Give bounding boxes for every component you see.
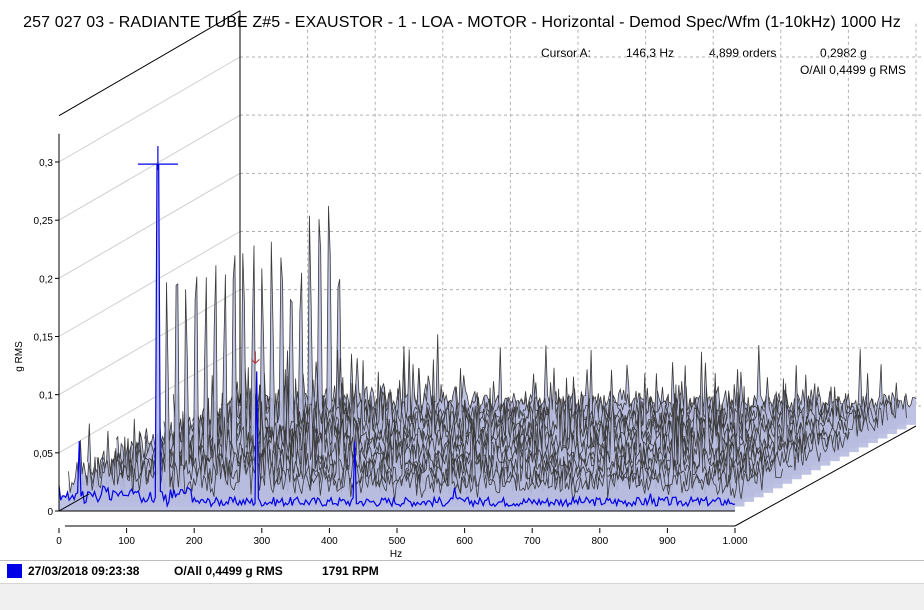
y-tick-label: 0,25 <box>34 216 54 227</box>
x-tick-label: 300 <box>253 536 270 547</box>
legend-footer: 27/03/2018 09:23:38 O/All 0,4499 g RMS 1… <box>0 560 924 581</box>
x-tick-label: 100 <box>118 536 135 547</box>
status-bar <box>0 583 924 610</box>
legend-overall: O/All 0,4499 g RMS <box>174 564 283 578</box>
cursor-amplitude: 0,2982 g <box>820 46 867 60</box>
grid-line-diag <box>58 114 241 221</box>
depth-edge-left <box>58 493 90 512</box>
grid-line-diag <box>58 289 241 396</box>
depth-edge-top <box>58 10 241 117</box>
waterfall-traces <box>58 163 917 511</box>
cursor-orders: 4,899 orders <box>709 46 777 60</box>
x-tick-label: 900 <box>659 536 676 547</box>
harmonic-arrow <box>251 351 260 365</box>
y-tick-label: 0,2 <box>39 274 53 285</box>
y-tick-label: 0 <box>47 507 53 518</box>
x-tick-label: 200 <box>186 536 203 547</box>
chart-title: 257 027 03 - RADIANTE TUBE Z#5 - EXAUSTO… <box>23 14 901 31</box>
cursor-marker <box>137 146 260 365</box>
depth-edge-right <box>734 425 917 527</box>
legend-date: 27/03/2018 09:23:38 <box>28 564 140 578</box>
trace-line <box>58 163 736 509</box>
x-axis-label: Hz <box>390 549 402 560</box>
legend-swatch[interactable] <box>7 564 22 578</box>
x-tick-label: 0 <box>56 536 62 547</box>
y-axis-label: g RMS <box>14 341 25 372</box>
grid-line-diag <box>58 172 241 279</box>
legend-rpm: 1791 RPM <box>322 564 379 578</box>
x-tick-label: 1.000 <box>722 536 747 547</box>
x-tick-label: 400 <box>321 536 338 547</box>
y-tick-label: 0,3 <box>39 158 53 169</box>
x-tick-label: 600 <box>456 536 473 547</box>
x-tick-label: 500 <box>389 536 406 547</box>
plot-axes: 0 0,05 0,1 0,15 0,2 0,25 0,3 0 100 200 300 400 500 60… <box>14 158 748 560</box>
x-tick-label: 800 <box>591 536 608 547</box>
plot-frame <box>58 10 917 527</box>
grid-line-diag <box>58 231 241 337</box>
waterfall-plot[interactable]: 0 0,05 0,1 0,15 0,2 0,25 0,3 0 100 200 300 400 500 60… <box>0 0 924 560</box>
y-tick-label: 0,05 <box>34 449 54 460</box>
y-tick-label: 0,15 <box>34 333 54 344</box>
trace-fill <box>68 282 745 507</box>
trace-line <box>68 282 745 500</box>
grid-line-diag <box>58 56 241 163</box>
y-tick-label: 0,1 <box>39 391 53 402</box>
overall-value: O/All 0,4499 g RMS <box>799 63 906 77</box>
x-tick-label: 700 <box>524 536 541 547</box>
